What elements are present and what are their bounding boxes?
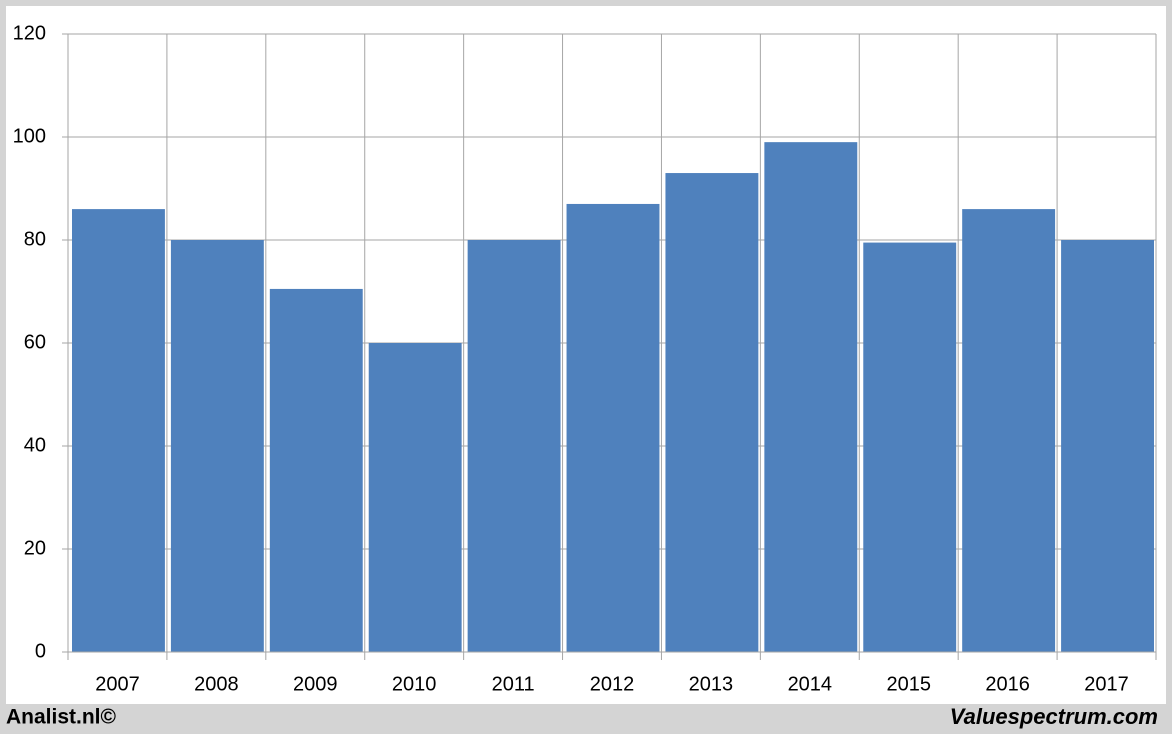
y-tick-label: 60 <box>24 331 46 353</box>
footer-right: Valuespectrum.com <box>950 704 1158 729</box>
bar <box>269 288 363 652</box>
x-tick-label: 2016 <box>985 673 1030 695</box>
y-tick-label: 120 <box>13 22 46 44</box>
x-tick-label: 2014 <box>788 673 833 695</box>
bar <box>170 240 264 652</box>
footer-left: Analist.nl© <box>6 706 117 729</box>
bar <box>566 203 660 652</box>
bar <box>72 209 165 652</box>
bar <box>368 343 462 652</box>
bar <box>665 173 759 653</box>
y-tick-label: 80 <box>24 228 46 250</box>
x-tick-label: 2010 <box>392 673 437 695</box>
x-tick-label: 2009 <box>293 673 338 695</box>
x-tick-label: 2008 <box>194 673 239 695</box>
x-tick-label: 2012 <box>590 673 635 695</box>
y-tick-label: 100 <box>13 125 46 147</box>
x-tick-label: 2013 <box>689 673 734 695</box>
x-tick-label: 2015 <box>886 673 931 695</box>
x-tick-label: 2007 <box>95 673 140 695</box>
bar <box>467 240 561 652</box>
x-tick-label: 2011 <box>492 673 535 695</box>
bar <box>863 242 957 652</box>
bar <box>962 209 1056 652</box>
y-tick-label: 20 <box>24 537 46 559</box>
x-tick-label: 2017 <box>1084 673 1129 695</box>
bar <box>764 142 858 652</box>
bar <box>1061 240 1154 652</box>
y-tick-label: 40 <box>24 434 46 456</box>
y-tick-label: 0 <box>35 640 46 662</box>
